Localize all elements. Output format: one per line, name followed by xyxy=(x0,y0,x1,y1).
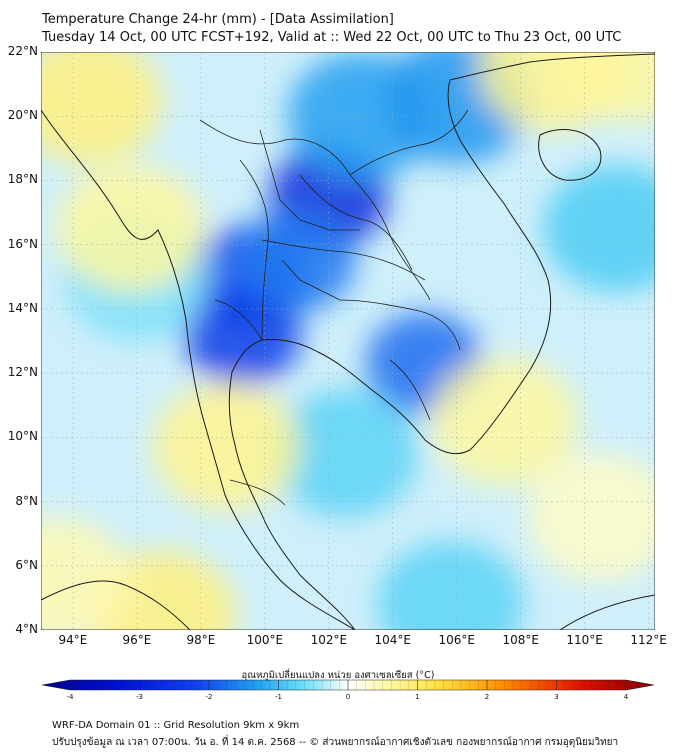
colorbar-tick-label: -2 xyxy=(205,693,213,701)
colorbar-tick-label: -4 xyxy=(66,693,74,701)
lat-tick-label: 12°N xyxy=(7,365,38,380)
colorbar-tick-label: 0 xyxy=(345,693,351,701)
lon-tick-label: 98°E xyxy=(186,633,216,647)
lat-tick-label: 4°N xyxy=(15,622,38,636)
field-anomaly xyxy=(56,164,205,293)
field-anomaly xyxy=(431,357,579,486)
lon-tick-label: 94°E xyxy=(58,633,88,647)
field-anomaly xyxy=(237,209,356,312)
graticule xyxy=(41,52,655,630)
lon-tick-label: 112°E xyxy=(630,633,667,647)
map-subtitle: Tuesday 14 Oct, 00 UTC FCST+192, Valid a… xyxy=(42,30,622,45)
field-anomaly xyxy=(271,389,419,518)
field-anomaly xyxy=(152,383,301,511)
field-anomaly xyxy=(41,52,163,165)
colorbar-title: อุณหภูมิเปลี่ยนแปลง หน่วย องศาเซลเซียส (… xyxy=(241,670,435,681)
field-anomaly xyxy=(559,52,655,123)
footer-credit: ปรับปรุงข้อมูล ณ เวลา 07:00น. วัน อ. ที่… xyxy=(52,737,619,748)
colorbar-tick-label: 1 xyxy=(415,693,420,701)
lat-tick-label: 10°N xyxy=(7,429,38,444)
field-anomaly xyxy=(527,453,655,582)
field-anomaly xyxy=(41,517,131,630)
lon-tick-label: 110°E xyxy=(566,633,603,647)
coastlines xyxy=(41,53,655,630)
lat-tick-label: 16°N xyxy=(7,236,38,251)
colorbar-tick-label: -3 xyxy=(136,693,143,701)
lat-tick-label: 22°N xyxy=(7,44,38,58)
colorbar-tick-label: 3 xyxy=(554,693,559,701)
lat-tick-label: 18°N xyxy=(7,172,38,187)
field-anomaly xyxy=(543,164,655,293)
lon-tick-label: 96°E xyxy=(122,633,152,647)
lon-tick-label: 100°E xyxy=(246,633,284,647)
colorbar-tick-label: 2 xyxy=(484,693,490,701)
lat-tick-label: 6°N xyxy=(15,557,38,572)
field-anomaly xyxy=(376,540,524,630)
colorbar xyxy=(41,679,655,691)
temperature-field xyxy=(41,52,655,630)
lat-tick-label: 8°N xyxy=(15,493,38,508)
lon-tick-label: 102°E xyxy=(310,633,348,647)
lon-tick-label: 106°E xyxy=(438,633,475,647)
admin-borders xyxy=(199,109,469,506)
colorbar-tick-label: 4 xyxy=(623,693,629,701)
map-title: Temperature Change 24-hr (mm) - [Data As… xyxy=(42,12,394,27)
footer-domain: WRF-DA Domain 01 :: Grid Resolution 9km … xyxy=(52,720,300,731)
colorbar-tick-label: -1 xyxy=(275,693,282,701)
lat-tick-label: 20°N xyxy=(7,108,38,123)
lat-tick-label: 14°N xyxy=(7,300,38,315)
lon-tick-label: 104°E xyxy=(374,633,412,647)
lon-tick-label: 108°E xyxy=(502,633,539,647)
